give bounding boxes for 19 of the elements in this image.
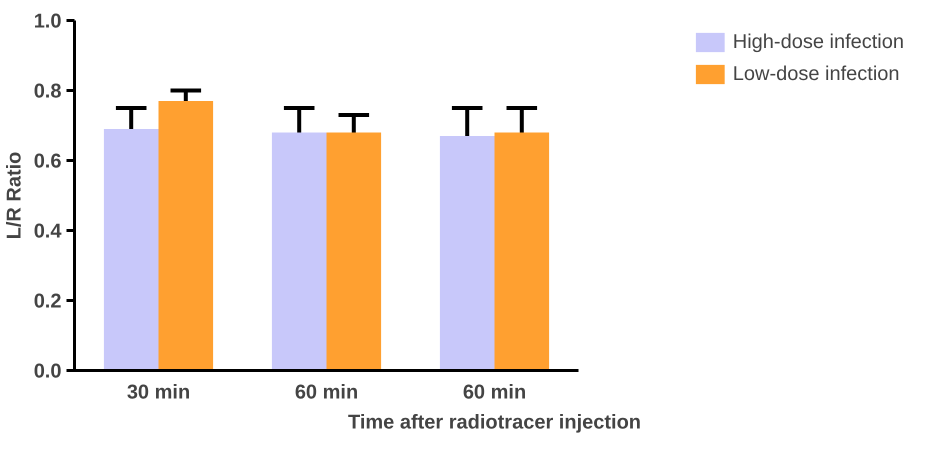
y-tick-label: 0.4 bbox=[34, 220, 62, 242]
y-tick-label: 0.6 bbox=[34, 150, 62, 172]
legend-label: High-dose infection bbox=[732, 30, 904, 54]
bar bbox=[104, 129, 158, 370]
bar bbox=[440, 136, 494, 370]
y-axis-title: L/R Ratio bbox=[4, 152, 26, 240]
x-tick-label: 30 min bbox=[126, 382, 190, 404]
x-axis-title: Time after radiotracer injection bbox=[348, 412, 642, 434]
bar bbox=[272, 132, 326, 370]
bar bbox=[158, 101, 214, 370]
x-tick-label: 60 min bbox=[462, 382, 526, 404]
x-tick-label: 60 min bbox=[294, 382, 358, 404]
y-tick-label: 0.8 bbox=[34, 80, 62, 102]
bar bbox=[494, 132, 550, 370]
y-tick-label: 0.0 bbox=[34, 360, 62, 382]
bar bbox=[326, 132, 382, 370]
y-tick-label: 0.2 bbox=[34, 290, 62, 312]
y-tick-label: 1.0 bbox=[34, 10, 62, 32]
legend-label: Low-dose infection bbox=[732, 62, 900, 86]
